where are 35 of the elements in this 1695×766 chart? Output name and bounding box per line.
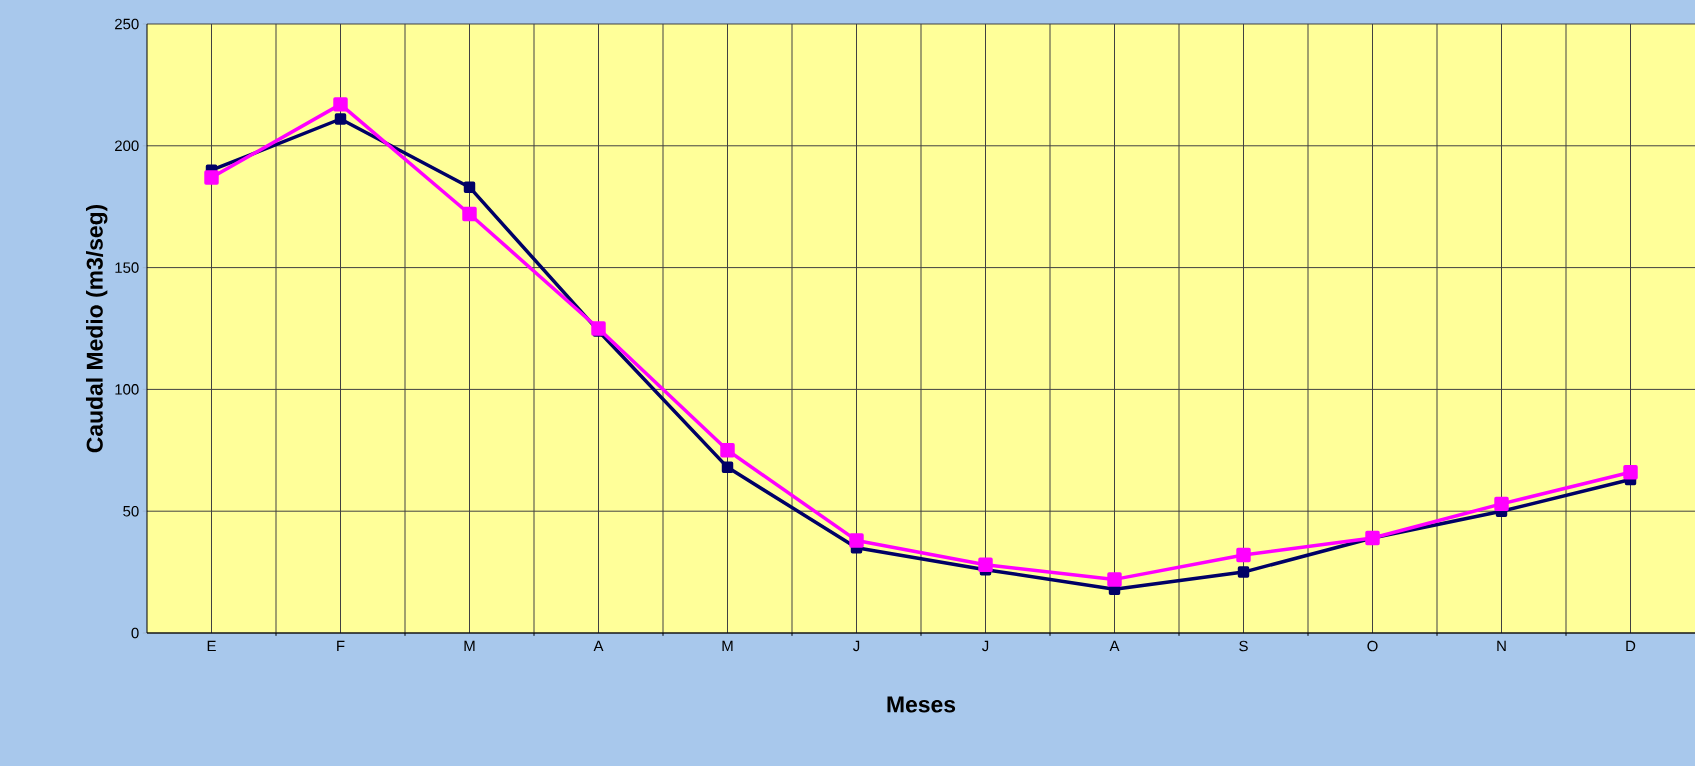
point [1107,572,1122,587]
point [333,97,348,112]
y-tick-label: 100 [115,384,139,395]
point [720,443,735,458]
x-tick-label: M [464,640,475,652]
x-tick-label: F [337,640,345,652]
point [1236,547,1251,563]
x-tick-label: S [1239,640,1248,652]
x-tick-label: E [207,640,216,652]
y-tick-label: 250 [115,18,139,30]
point [463,181,476,193]
x-tick-label: A [1109,640,1120,652]
x-tick-label: D [1626,640,1636,652]
y-tick-label: 0 [131,627,139,639]
point [978,557,993,573]
point [721,461,734,474]
y-tick-label: 200 [115,140,139,152]
x-tick-label: J [982,640,989,652]
y-axis-title: Caudal Medio (m3/seg) [85,204,108,453]
point [1237,566,1250,578]
y-tick-label: 150 [115,262,139,273]
x-tick-label: N [1497,640,1506,652]
point [462,206,477,222]
point [204,170,219,185]
point [1623,464,1638,480]
x-tick-label: M [722,640,733,652]
x-tick-label: J [853,640,860,652]
point [591,321,606,336]
point [849,533,864,548]
y-tick-label: 50 [123,505,139,517]
x-tick-label: A [593,640,604,652]
point [334,113,347,125]
x-tick-label: O [1367,640,1378,652]
point [1494,496,1509,512]
x-axis-title: Meses [887,696,956,713]
